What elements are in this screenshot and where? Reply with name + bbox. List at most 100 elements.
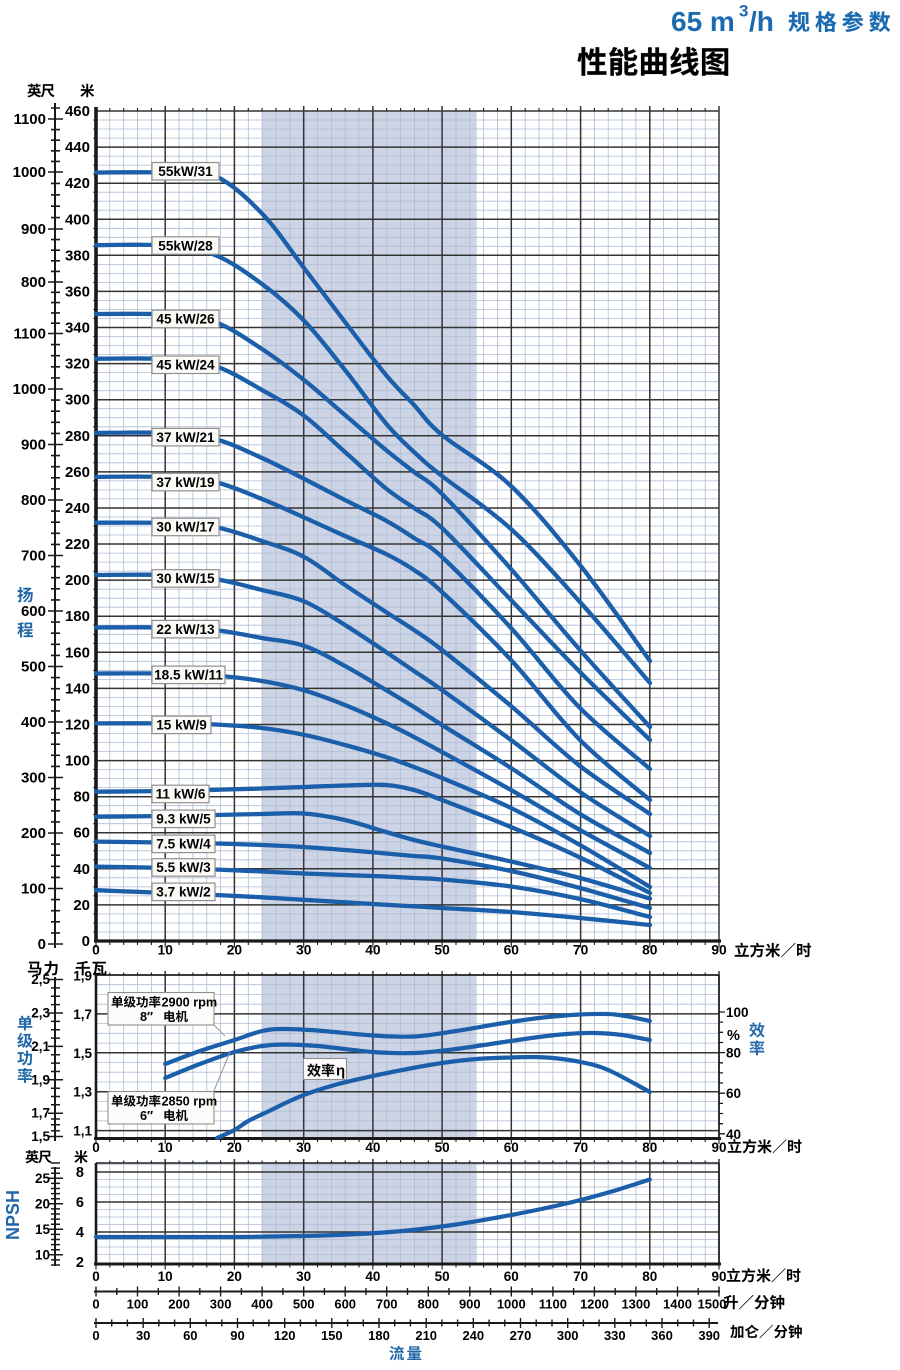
svg-text:400: 400	[65, 211, 90, 228]
svg-text:600: 600	[334, 1297, 356, 1312]
svg-text:3: 3	[739, 2, 748, 21]
svg-text:10: 10	[158, 1269, 173, 1284]
svg-text:2: 2	[76, 1255, 84, 1271]
svg-text:50: 50	[435, 1140, 450, 1155]
svg-text:40: 40	[73, 861, 90, 878]
svg-text:100: 100	[65, 753, 90, 770]
svg-text:50: 50	[434, 943, 450, 958]
svg-text:40: 40	[726, 1127, 741, 1142]
svg-text:700: 700	[21, 548, 46, 565]
svg-text:1400: 1400	[663, 1297, 692, 1312]
svg-text:180: 180	[368, 1328, 390, 1343]
svg-text:900: 900	[459, 1297, 481, 1312]
svg-text:45 kW/24: 45 kW/24	[156, 358, 215, 373]
svg-text:2850 rpm: 2850 rpm	[162, 1095, 218, 1109]
svg-text:3.7 kW/2: 3.7 kW/2	[156, 885, 211, 900]
svg-text:1000: 1000	[497, 1297, 526, 1312]
svg-text:1100: 1100	[539, 1297, 567, 1312]
svg-text:8: 8	[76, 1165, 84, 1181]
svg-text:55kW/28: 55kW/28	[158, 238, 213, 253]
svg-text:440: 440	[65, 139, 90, 156]
svg-text:460: 460	[65, 103, 90, 120]
svg-text:0: 0	[92, 1269, 100, 1284]
svg-text:400: 400	[21, 714, 46, 731]
svg-text:80: 80	[73, 789, 90, 806]
svg-text:900: 900	[21, 221, 46, 238]
svg-text:400: 400	[251, 1297, 273, 1312]
svg-text:120: 120	[274, 1328, 296, 1343]
svg-text:30 kW/15: 30 kW/15	[156, 571, 215, 586]
svg-text:80: 80	[726, 1046, 741, 1061]
svg-text:270: 270	[510, 1328, 532, 1343]
svg-text:2,3: 2,3	[31, 1006, 50, 1021]
svg-text:50: 50	[435, 1269, 450, 1284]
svg-text:40: 40	[365, 943, 381, 958]
svg-text:390: 390	[698, 1328, 720, 1343]
svg-text:70: 70	[573, 943, 589, 958]
svg-text:4: 4	[76, 1225, 84, 1241]
svg-text:η: η	[336, 1063, 345, 1080]
svg-text:360: 360	[651, 1328, 673, 1343]
svg-text:800: 800	[21, 274, 46, 291]
svg-text:1,5: 1,5	[31, 1129, 50, 1144]
svg-text:2,1: 2,1	[31, 1039, 50, 1054]
svg-text:60: 60	[504, 1269, 519, 1284]
svg-text:90: 90	[230, 1328, 244, 1343]
svg-text:60: 60	[726, 1086, 741, 1101]
svg-text:340: 340	[65, 320, 90, 337]
svg-text:70: 70	[573, 1140, 588, 1155]
svg-text:600: 600	[21, 603, 46, 620]
svg-text:80: 80	[642, 1140, 657, 1155]
svg-text:1,9: 1,9	[73, 969, 92, 984]
svg-text:140: 140	[65, 680, 90, 697]
svg-text:10: 10	[158, 943, 174, 958]
svg-text:2,5: 2,5	[31, 972, 50, 987]
svg-text:240: 240	[65, 500, 90, 517]
svg-text:100: 100	[726, 1005, 749, 1020]
svg-text:18.5 kW/11: 18.5 kW/11	[154, 668, 223, 683]
svg-text:30: 30	[296, 1269, 311, 1284]
svg-text:30: 30	[296, 1140, 311, 1155]
svg-text:280: 280	[65, 428, 90, 445]
svg-text:37 kW/21: 37 kW/21	[156, 430, 215, 445]
svg-text:60: 60	[504, 943, 520, 958]
svg-text:8″: 8″	[140, 1010, 153, 1024]
svg-text:160: 160	[65, 644, 90, 661]
svg-text:100: 100	[127, 1297, 149, 1312]
svg-text:150: 150	[321, 1328, 343, 1343]
svg-text:1000: 1000	[13, 164, 46, 181]
svg-text:360: 360	[65, 283, 90, 300]
svg-text:700: 700	[376, 1297, 398, 1312]
svg-text:210: 210	[415, 1328, 437, 1343]
svg-text:NPSH: NPSH	[3, 1190, 23, 1240]
svg-text:300: 300	[210, 1297, 232, 1312]
svg-text:500: 500	[293, 1297, 315, 1312]
svg-text:45 kW/26: 45 kW/26	[156, 312, 215, 327]
svg-text:10: 10	[158, 1140, 173, 1155]
svg-text:0: 0	[92, 1328, 99, 1343]
svg-text:30: 30	[296, 943, 312, 958]
svg-text:25: 25	[35, 1171, 51, 1186]
svg-text:1,1: 1,1	[73, 1124, 92, 1139]
svg-text:1200: 1200	[580, 1297, 609, 1312]
svg-text:120: 120	[65, 717, 90, 734]
svg-text:10: 10	[35, 1247, 50, 1262]
svg-text:/h: /h	[749, 6, 774, 37]
svg-text:0: 0	[92, 1140, 100, 1155]
svg-text:500: 500	[21, 659, 46, 676]
svg-text:0: 0	[92, 1297, 99, 1312]
svg-text:80: 80	[642, 1269, 657, 1284]
svg-text:20: 20	[35, 1196, 50, 1211]
svg-text:7.5 kW/4: 7.5 kW/4	[156, 837, 211, 852]
svg-text:22 kW/13: 22 kW/13	[156, 622, 215, 637]
svg-text:60: 60	[73, 825, 90, 842]
svg-text:60: 60	[504, 1140, 519, 1155]
svg-text:65 m: 65 m	[671, 6, 735, 37]
svg-text:800: 800	[21, 492, 46, 509]
svg-text:6: 6	[76, 1195, 84, 1211]
svg-text:30 kW/17: 30 kW/17	[156, 520, 214, 535]
svg-text:200: 200	[65, 572, 90, 589]
svg-text:90: 90	[711, 943, 727, 958]
svg-text:1000: 1000	[13, 381, 46, 398]
svg-text:5.5 kW/3: 5.5 kW/3	[156, 860, 211, 875]
